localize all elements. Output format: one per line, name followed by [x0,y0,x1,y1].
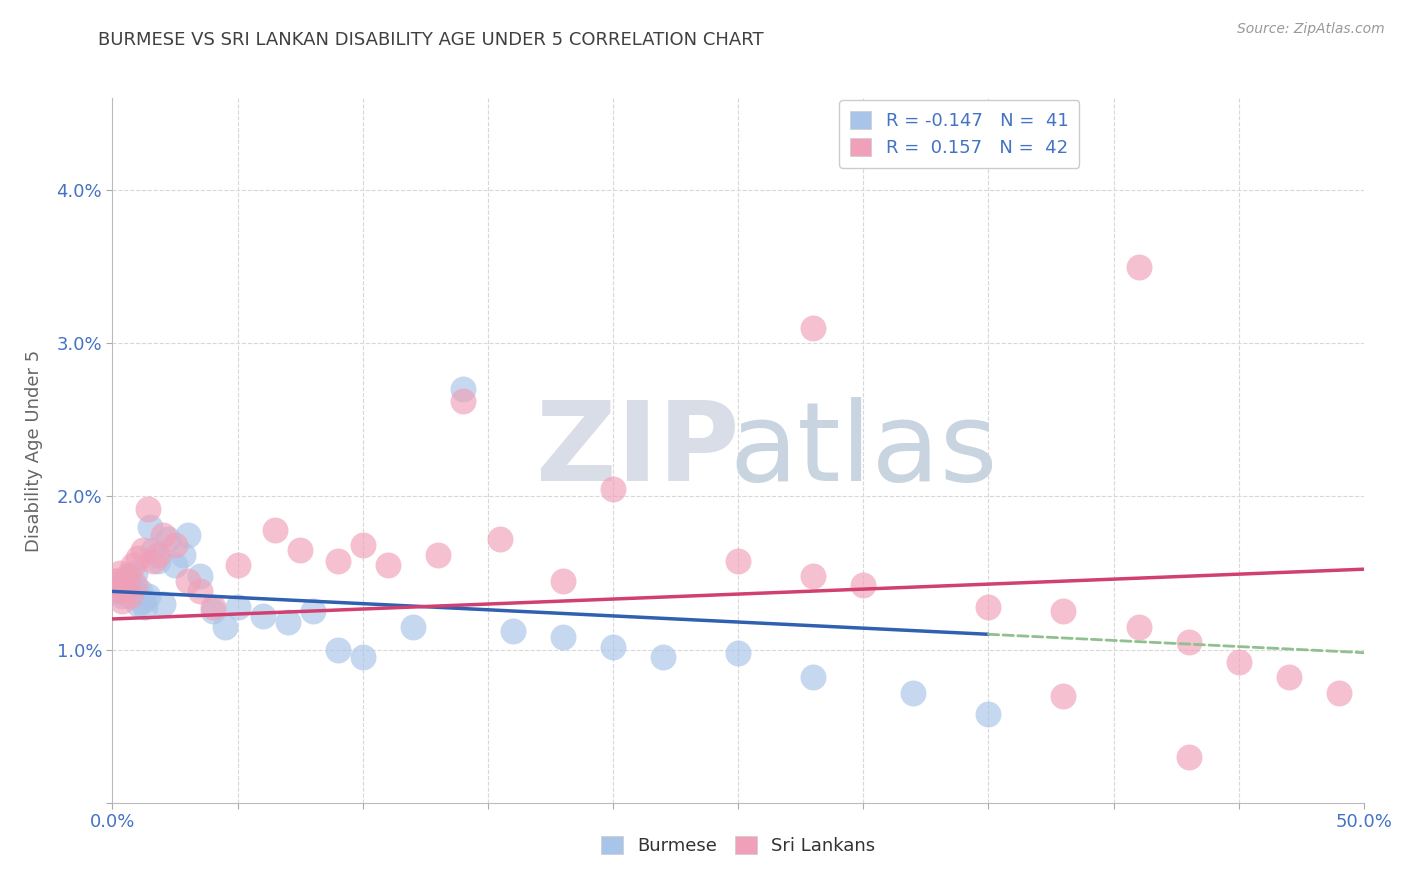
Point [1177,635,1199,649]
Point [801,321,824,335]
Point [489,533,512,547]
Point [176,574,198,588]
Point [124,578,146,592]
Point [602,640,624,654]
Point [977,706,1000,721]
Point [402,619,425,633]
Point [727,646,749,660]
Point [163,538,186,552]
Point [301,604,323,618]
Point [136,589,159,603]
Point [111,589,134,603]
Point [107,582,129,596]
Point [277,615,299,629]
Point [176,527,198,541]
Point [451,382,474,396]
Point [1227,655,1250,669]
Point [108,584,131,599]
Point [326,642,349,657]
Point [118,569,141,583]
Point [121,584,143,599]
Point [172,548,194,562]
Point [352,538,374,552]
Point [1278,670,1301,684]
Point [226,558,249,573]
Point [602,482,624,496]
Point [146,548,169,562]
Point [108,566,131,580]
Point [652,650,675,665]
Point [127,550,149,565]
Point [290,543,312,558]
Point [121,558,143,573]
Text: atlas: atlas [730,397,997,504]
Point [1052,604,1074,618]
Text: BURMESE VS SRI LANKAN DISABILITY AGE UNDER 5 CORRELATION CHART: BURMESE VS SRI LANKAN DISABILITY AGE UND… [98,31,763,49]
Point [146,554,169,568]
Point [141,554,163,568]
Point [134,599,156,614]
Point [104,574,127,588]
Point [801,569,824,583]
Point [136,501,159,516]
Text: ZIP: ZIP [536,397,740,504]
Point [214,619,236,633]
Point [129,584,152,599]
Point [156,533,179,547]
Point [727,554,749,568]
Point [188,569,211,583]
Point [1177,749,1199,764]
Point [139,520,162,534]
Text: Source: ZipAtlas.com: Source: ZipAtlas.com [1237,22,1385,37]
Point [326,554,349,568]
Point [852,578,875,592]
Point [163,558,186,573]
Point [377,558,399,573]
Point [127,597,149,611]
Point [131,593,153,607]
Point [903,685,925,699]
Point [111,593,134,607]
Point [201,599,224,614]
Point [131,543,153,558]
Point [104,574,127,588]
Point [152,597,174,611]
Point [188,584,211,599]
Point [551,631,574,645]
Y-axis label: Disability Age Under 5: Disability Age Under 5 [24,350,42,551]
Point [117,578,139,592]
Point [114,582,136,596]
Point [426,548,449,562]
Point [118,589,141,603]
Point [152,527,174,541]
Point [352,650,374,665]
Point [201,604,224,618]
Point [502,624,524,639]
Point [226,599,249,614]
Point [1128,260,1150,274]
Point [977,599,1000,614]
Point [801,670,824,684]
Point [117,569,139,583]
Legend: Burmese, Sri Lankans: Burmese, Sri Lankans [592,827,884,864]
Point [551,574,574,588]
Point [1052,689,1074,703]
Point [1327,685,1350,699]
Point [124,566,146,580]
Point [264,523,287,537]
Point [252,608,274,623]
Point [114,574,136,588]
Point [1128,619,1150,633]
Point [107,584,129,599]
Point [451,394,474,409]
Point [141,543,163,558]
